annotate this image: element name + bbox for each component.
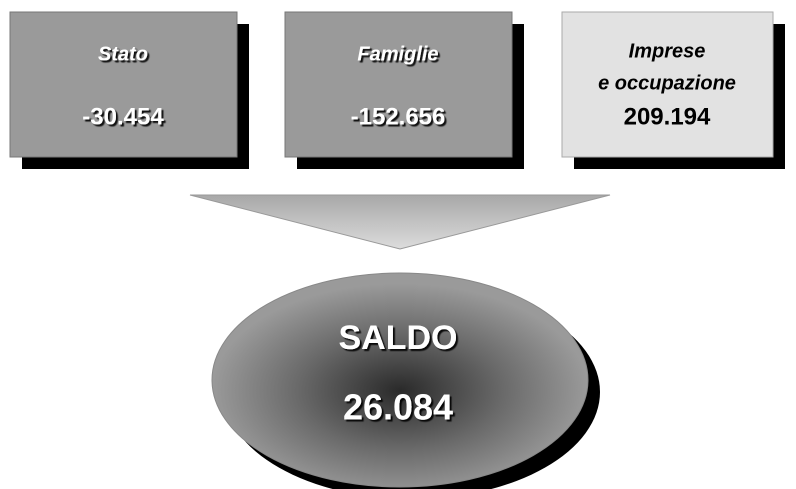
box-value: 209.194 bbox=[624, 103, 711, 130]
box-label: e occupazione bbox=[598, 72, 736, 94]
result-ellipse bbox=[211, 272, 589, 488]
box-label: Stato bbox=[98, 43, 148, 65]
box bbox=[9, 11, 238, 158]
box-label: Imprese bbox=[629, 40, 706, 62]
box-label: Famiglie bbox=[357, 43, 438, 65]
result-value: 26.084 bbox=[343, 387, 453, 428]
funnel-arrow bbox=[189, 194, 611, 250]
box-value: -30.454 bbox=[82, 103, 164, 130]
box bbox=[561, 11, 774, 158]
result-label: SALDO bbox=[339, 319, 458, 357]
box bbox=[284, 11, 513, 158]
box-value: -152.656 bbox=[351, 103, 446, 130]
